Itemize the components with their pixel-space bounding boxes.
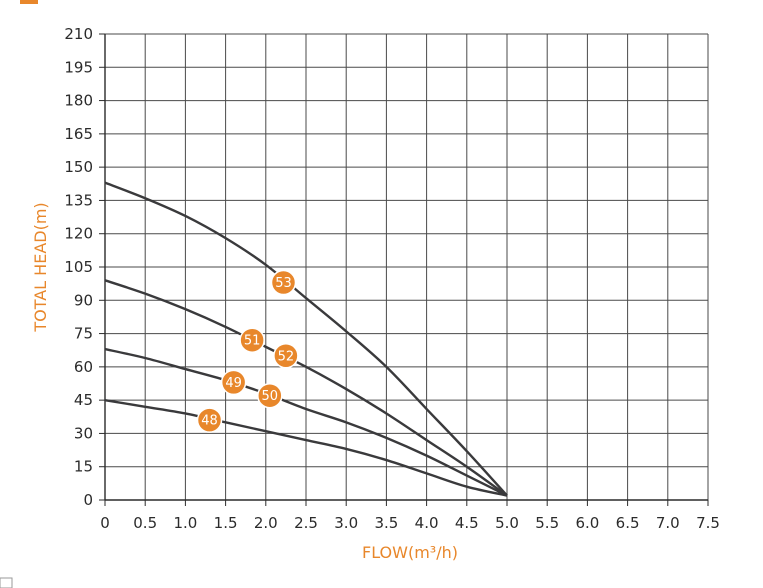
badge-label: 53 bbox=[275, 276, 292, 291]
curve-label-badge-49: 49 bbox=[220, 369, 247, 396]
y-tick-label: 150 bbox=[64, 158, 93, 176]
pump-curve-49 bbox=[104, 347, 508, 497]
badge-label: 50 bbox=[262, 389, 279, 404]
badge-label: 49 bbox=[225, 376, 242, 391]
badge-circle bbox=[257, 382, 283, 409]
x-tick-label: 6.0 bbox=[575, 514, 599, 532]
curve-label-badge-48: 48 bbox=[196, 407, 223, 433]
x-tick-labels: 0 0.5 1.0 1.5 2.0 2.5 3.0 3.5 4.0 4.5 5.0 5.5 6.0 6.5… bbox=[100, 514, 720, 532]
y-tick-label: 0 bbox=[83, 491, 93, 509]
x-tick-label: 6.5 bbox=[616, 514, 640, 532]
pump-curves bbox=[104, 181, 508, 497]
y-tick-label: 165 bbox=[64, 125, 93, 143]
y-tick-label: 60 bbox=[74, 358, 93, 376]
curve-label-badges: 48 49 50 51 52 53 bbox=[196, 269, 299, 433]
badge-circle bbox=[220, 369, 247, 396]
y-tick-label: 135 bbox=[64, 191, 93, 209]
x-tick-label: 5.0 bbox=[495, 514, 519, 532]
x-tick-label: 3.0 bbox=[334, 514, 358, 532]
curve-label-badge-51: 51 bbox=[239, 327, 265, 353]
x-tick-label: 2.0 bbox=[254, 514, 278, 532]
y-tick-labels: 0 15 30 45 60 75 90 105 120 135 150 165 180 195 210 bbox=[64, 25, 93, 509]
badge-circle bbox=[273, 343, 299, 369]
x-tick-label: 1.0 bbox=[173, 514, 197, 532]
x-tick-label: 4.5 bbox=[455, 514, 479, 532]
x-tick-label: 0 bbox=[100, 514, 110, 532]
pump-curve-51 bbox=[104, 279, 508, 497]
x-axis-title: FLOW(m³/h) bbox=[362, 543, 458, 562]
badge-label: 51 bbox=[244, 334, 261, 349]
curve-label-badge-53: 53 bbox=[270, 269, 297, 296]
y-tick-label: 195 bbox=[64, 58, 93, 76]
badge-label: 48 bbox=[201, 414, 218, 429]
badge-label: 52 bbox=[278, 349, 295, 364]
y-tick-label: 30 bbox=[74, 424, 93, 442]
badge-circle bbox=[270, 269, 297, 296]
badge-circle bbox=[196, 407, 223, 433]
y-tick-label: 210 bbox=[64, 25, 93, 43]
x-tick-label: 1.5 bbox=[214, 514, 238, 532]
y-tick-label: 90 bbox=[74, 291, 93, 309]
y-tick-label: 15 bbox=[74, 458, 93, 476]
accent-corner-mark bbox=[20, 0, 38, 4]
x-tick-label: 4.0 bbox=[415, 514, 439, 532]
y-tick-label: 75 bbox=[74, 325, 93, 343]
y-tick-label: 120 bbox=[64, 225, 93, 243]
curve-label-badge-52: 52 bbox=[273, 343, 299, 369]
x-tick-label: 3.5 bbox=[374, 514, 398, 532]
x-tick-label: 7.0 bbox=[656, 514, 680, 532]
x-tick-label: 5.5 bbox=[535, 514, 559, 532]
x-tick-label: 0.5 bbox=[133, 514, 157, 532]
grid bbox=[99, 33, 709, 506]
x-tick-label: 7.5 bbox=[696, 514, 720, 532]
y-tick-label: 105 bbox=[64, 258, 93, 276]
curve-label-badge-50: 50 bbox=[257, 382, 283, 409]
x-tick-label: 2.5 bbox=[294, 514, 318, 532]
corner-box-mark bbox=[0, 577, 13, 588]
y-tick-label: 180 bbox=[64, 92, 93, 110]
pump-curve-53 bbox=[104, 181, 508, 497]
badge-circle bbox=[239, 327, 265, 353]
y-tick-label: 45 bbox=[74, 391, 93, 409]
y-axis-title: TOTAL HEAD(m) bbox=[31, 202, 50, 332]
pump-curve-48 bbox=[104, 398, 508, 497]
